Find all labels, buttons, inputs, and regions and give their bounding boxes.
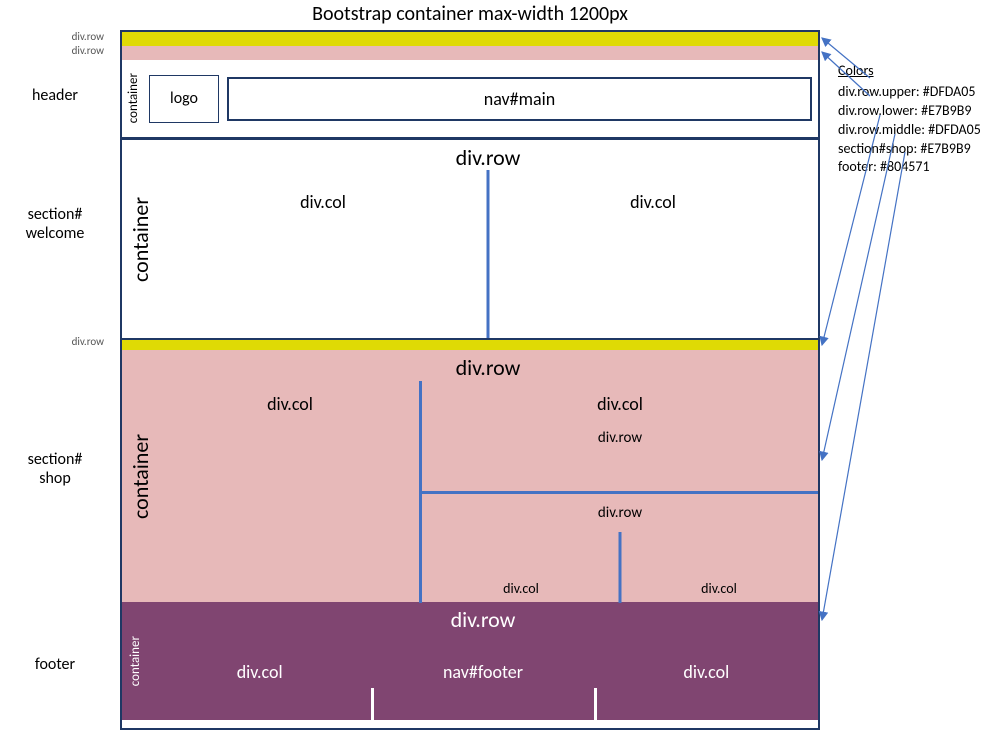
legend-item: div.row.middle: #DFDA05: [838, 121, 981, 140]
shop-col-right: div.col div.row div.row div.col div.col: [422, 381, 818, 603]
container-tag-header: container: [126, 71, 141, 125]
label-footer: footer: [0, 655, 110, 674]
shop-col-left-label: div.col: [267, 393, 313, 415]
container-tag-welcome: container: [127, 195, 154, 284]
label-welcome: section# welcome: [0, 205, 110, 243]
label-divrow-upper: div.row: [0, 30, 110, 43]
section-welcome: container div.row div.col div.col: [122, 140, 818, 340]
stripe-upper: [122, 32, 818, 46]
shop-inner-divider: [619, 532, 622, 604]
stripe-lower: [122, 46, 818, 60]
label-header: header: [0, 86, 110, 105]
welcome-col-right: div.col: [488, 171, 818, 339]
shop-inner-row-1: div.row: [422, 429, 818, 447]
footer-col-2: nav#footer: [371, 633, 594, 721]
label-divrow-lower: div.row: [0, 44, 110, 57]
shop-inner-col-2: div.col: [620, 580, 818, 597]
shop-inner-col-1: div.col: [422, 580, 620, 597]
footer-col-3: div.col: [595, 633, 818, 721]
container-tag-shop: container: [127, 432, 154, 521]
section-footer: container div.row div.col nav#footer div…: [122, 602, 818, 720]
footer-row-label: div.row: [148, 602, 818, 633]
stripe-middle: [122, 340, 818, 350]
header-box: container logo nav#main: [122, 60, 818, 140]
legend-item: div.row.lower: #E7B9B9: [838, 102, 981, 121]
diagram-title: Bootstrap container max-width 1200px: [120, 2, 820, 26]
shop-row-label: div.row: [158, 350, 818, 381]
legend-item: section#shop: #E7B9B9: [838, 140, 981, 159]
diagram-stage: Bootstrap container max-width 1200px div…: [0, 0, 1000, 750]
shop-col-left: div.col: [158, 381, 422, 603]
footer-divider-1: [371, 688, 374, 721]
color-legend: Colors div.row.upper: #DFDA05 div.row.lo…: [838, 62, 981, 177]
section-shop: container div.row div.col div.col div.ro…: [122, 350, 818, 602]
nav-main-box: nav#main: [227, 77, 812, 121]
label-shop: section# shop: [0, 450, 110, 488]
legend-title: Colors: [838, 62, 981, 81]
shop-inner-row-2: div.row: [422, 494, 818, 522]
footer-divider-2: [594, 688, 597, 721]
logo-box: logo: [149, 75, 219, 123]
container-tag-footer: container: [128, 634, 143, 688]
welcome-col-left: div.col: [158, 171, 488, 339]
legend-item: footer: #804571: [838, 158, 981, 177]
legend-item: div.row.upper: #DFDA05: [838, 83, 981, 102]
footer-col-1: div.col: [148, 633, 371, 721]
label-divrow-mid: div.row: [0, 335, 110, 348]
layout-wrapper: container logo nav#main container div.ro…: [120, 30, 820, 730]
shop-col-right-label: div.col: [422, 381, 818, 415]
welcome-row-label: div.row: [158, 140, 818, 171]
